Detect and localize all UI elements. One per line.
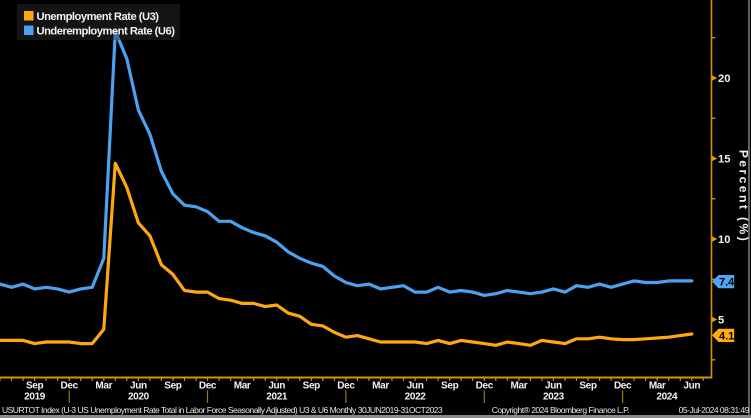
svg-text:Mar: Mar — [372, 381, 389, 392]
svg-text:15: 15 — [718, 154, 730, 166]
svg-text:Jun: Jun — [268, 381, 285, 392]
svg-text:Sep: Sep — [26, 381, 44, 392]
svg-text:Unemployment Rate (U3): Unemployment Rate (U3) — [37, 11, 160, 23]
svg-text:05-Jul-2024 08:31:49: 05-Jul-2024 08:31:49 — [679, 405, 750, 415]
svg-text:Dec: Dec — [476, 381, 494, 392]
svg-text:Mar: Mar — [649, 381, 666, 392]
svg-text:Copyright® 2024 Bloomberg Fina: Copyright® 2024 Bloomberg Finance L.P. — [492, 405, 630, 415]
svg-text:2021: 2021 — [266, 392, 288, 403]
svg-text:Dec: Dec — [337, 381, 355, 392]
svg-text:2023: 2023 — [543, 392, 565, 403]
svg-text:Percent (%): Percent (%) — [736, 150, 750, 243]
svg-text:Underemployment Rate (U6): Underemployment Rate (U6) — [37, 26, 176, 38]
svg-text:Dec: Dec — [199, 381, 217, 392]
svg-text:Sep: Sep — [579, 381, 597, 392]
svg-text:Jun: Jun — [545, 381, 562, 392]
svg-text:2024: 2024 — [656, 392, 678, 403]
svg-text:Sep: Sep — [441, 381, 459, 392]
svg-text:2022: 2022 — [405, 392, 427, 403]
svg-text:Mar: Mar — [95, 381, 112, 392]
svg-text:Dec: Dec — [61, 381, 79, 392]
svg-text:Sep: Sep — [303, 381, 321, 392]
svg-text:2020: 2020 — [128, 392, 150, 403]
svg-text:4.1: 4.1 — [719, 330, 734, 342]
svg-text:7.4: 7.4 — [719, 277, 735, 289]
svg-text:2019: 2019 — [24, 392, 46, 403]
svg-text:20: 20 — [718, 73, 730, 85]
svg-text:Jun: Jun — [130, 381, 147, 392]
svg-text:Mar: Mar — [511, 381, 528, 392]
svg-text:Dec: Dec — [614, 381, 632, 392]
svg-text:5: 5 — [718, 315, 724, 327]
svg-text:Jun: Jun — [407, 381, 424, 392]
svg-text:Mar: Mar — [234, 381, 251, 392]
svg-text:Jun: Jun — [683, 381, 700, 392]
svg-text:Sep: Sep — [164, 381, 182, 392]
svg-text:10: 10 — [718, 234, 730, 246]
svg-text:USURTOT Index (U-3 US Unemploy: USURTOT Index (U-3 US Unemployment Rate … — [2, 405, 443, 415]
